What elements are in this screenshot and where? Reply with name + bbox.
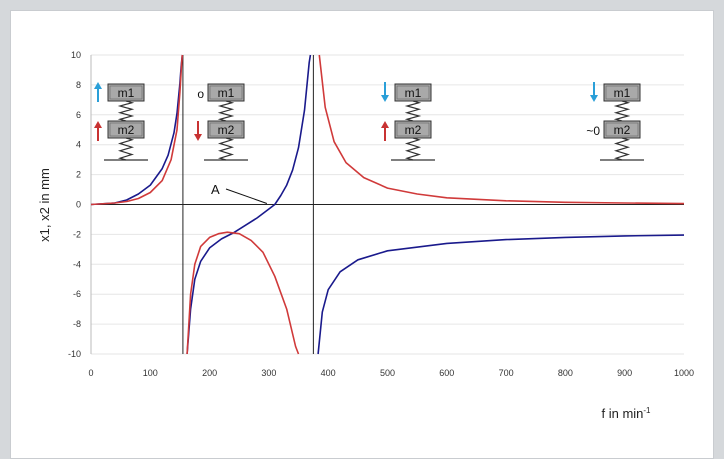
x-tick-label: 400 [321, 368, 336, 378]
mass-label: m2 [405, 123, 422, 137]
x-tick-label: 1000 [674, 368, 694, 378]
x-tick-label: 200 [202, 368, 217, 378]
mass-label: m2 [218, 123, 235, 137]
arrow-down-icon [590, 82, 598, 102]
y-tick-label: -4 [73, 259, 81, 269]
spring-icon [217, 137, 235, 161]
spring-icon [404, 100, 422, 122]
y-tick-label: 0 [76, 200, 81, 210]
diagram-1: m1 m2 [94, 82, 148, 161]
mass-spring-diagrams: m1 m2 m1 m2 o m1 m2 m1 m2 ~0 [94, 82, 644, 161]
y-tick-label: -6 [73, 289, 81, 299]
diagram-4: m1 m2 ~0 [586, 82, 644, 161]
spring-icon [217, 100, 235, 122]
mass-block-icon: m2 [207, 120, 245, 139]
spring-icon [117, 137, 135, 161]
mass-label: m2 [614, 123, 631, 137]
x-tick-label: 600 [439, 368, 454, 378]
y-tick-label: 2 [76, 170, 81, 180]
spring-icon [613, 137, 631, 161]
x2-curve [186, 231, 300, 355]
arrow-up-icon [94, 82, 102, 102]
marker-text: ~0 [586, 124, 600, 138]
x-tick-label: 0 [88, 368, 93, 378]
x-tick-label: 700 [499, 368, 514, 378]
annotation-label: A [211, 182, 220, 197]
x-tick-label: 100 [143, 368, 158, 378]
x2-curve [318, 54, 685, 205]
mass-label: m1 [614, 86, 631, 100]
mass-block-icon: m2 [603, 120, 641, 139]
mass-label: m1 [118, 86, 135, 100]
spring-icon [404, 137, 422, 161]
mass-block-icon: m1 [603, 83, 641, 102]
y-axis-label: x1, x2 in mm [37, 168, 52, 242]
mass-label: m1 [218, 86, 235, 100]
x-tick-label: 900 [617, 368, 632, 378]
y-tick-label: 6 [76, 110, 81, 120]
x2-curve [90, 54, 184, 206]
y-tick-label: -8 [73, 319, 81, 329]
x1-curve [317, 234, 685, 355]
x1-curve [186, 54, 312, 355]
axes: 10 8 6 4 2 0 -2 -4 -6 -8 -10 0 100 200 300 400 500 600 700… [68, 50, 694, 378]
mass-block-icon: m1 [207, 83, 245, 102]
x-tick-label: 800 [558, 368, 573, 378]
mass-label: m1 [405, 86, 422, 100]
mass-block-icon: m1 [107, 83, 145, 102]
marker-text: o [197, 87, 204, 101]
annotation-leader [225, 188, 268, 204]
x-axis-label: f in min-1 [601, 406, 651, 421]
y-tick-label: 8 [76, 80, 81, 90]
diagram-3: m1 m2 [381, 82, 435, 161]
y-tick-label: 10 [71, 50, 81, 60]
arrow-up-icon [94, 121, 102, 141]
series-group [90, 54, 685, 355]
annotation-group: A [211, 182, 268, 204]
mass-block-icon: m1 [394, 83, 432, 102]
x-axis-label-main: f in min [601, 406, 643, 421]
y-tick-label: -2 [73, 229, 81, 239]
x-tick-label: 300 [261, 368, 276, 378]
x-axis-label-sup: -1 [643, 406, 651, 415]
mass-label: m2 [118, 123, 135, 137]
y-tick-label: 4 [76, 140, 81, 150]
mass-block-icon: m2 [394, 120, 432, 139]
y-tick-label: -10 [68, 349, 81, 359]
spring-icon [117, 100, 135, 122]
arrow-up-icon [381, 121, 389, 141]
x-tick-label: 500 [380, 368, 395, 378]
arrow-down-icon [381, 82, 389, 102]
mass-block-icon: m2 [107, 120, 145, 139]
arrow-down-icon [194, 121, 202, 141]
diagram-2: m1 m2 o [194, 83, 248, 161]
spring-icon [613, 100, 631, 122]
